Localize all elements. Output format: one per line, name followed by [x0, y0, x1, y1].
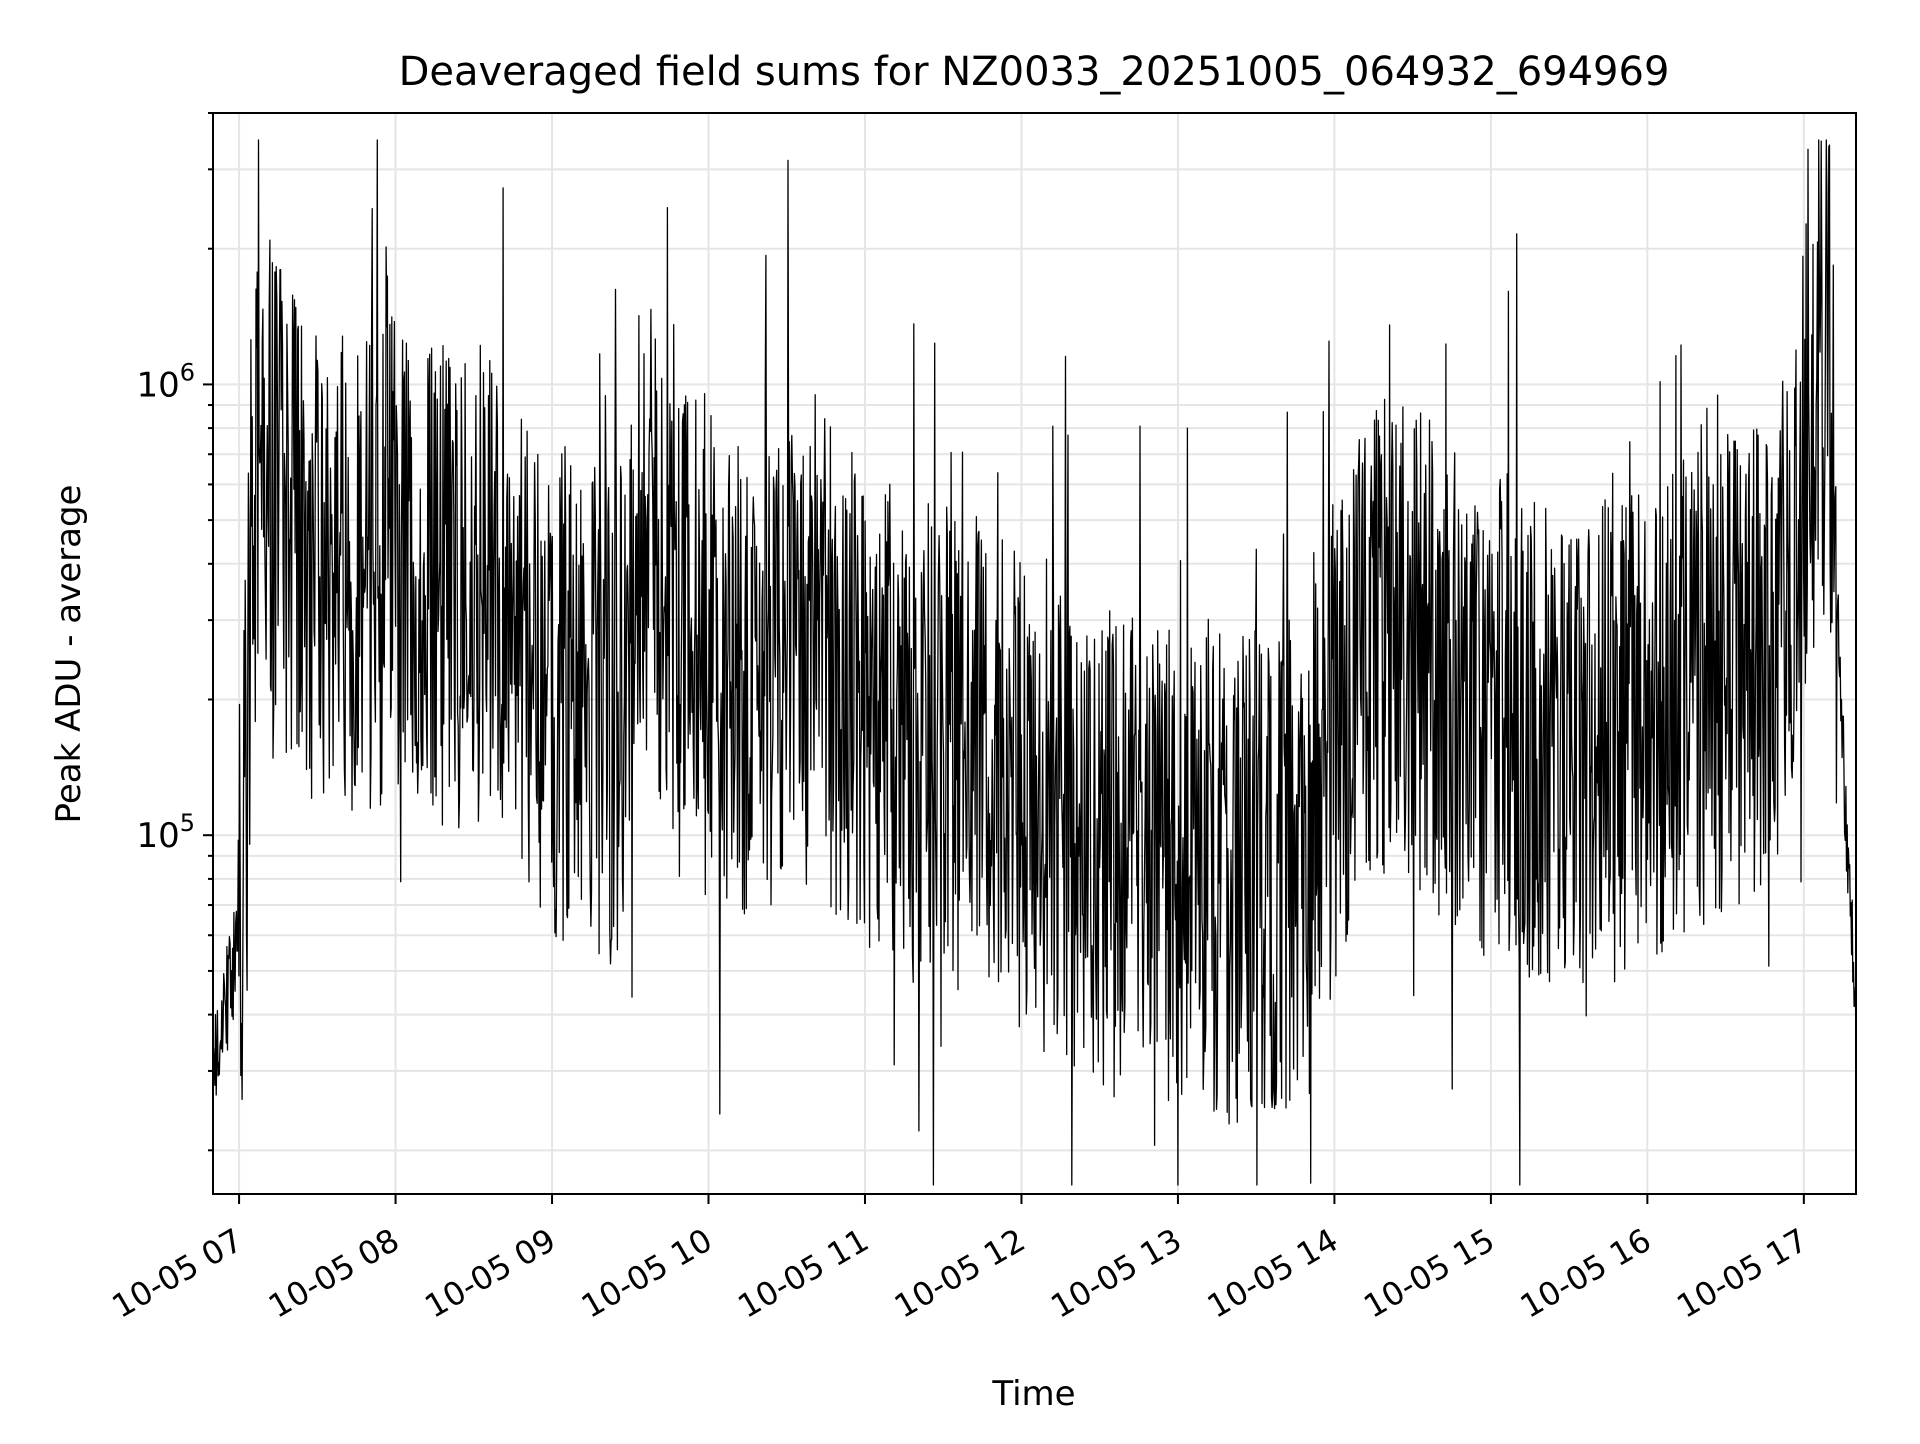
- series-line: [212, 139, 1857, 1186]
- series-path: [212, 139, 1857, 1186]
- x-axis-label: Time: [991, 1374, 1075, 1414]
- chart-title: Deaveraged field sums for NZ0033_2025100…: [399, 49, 1670, 95]
- y-tick-label: 106: [136, 358, 195, 405]
- y-tick-label: 105: [136, 809, 195, 856]
- plot-area: [212, 112, 1857, 1195]
- y-axis-label: Peak ADU - average: [49, 485, 89, 824]
